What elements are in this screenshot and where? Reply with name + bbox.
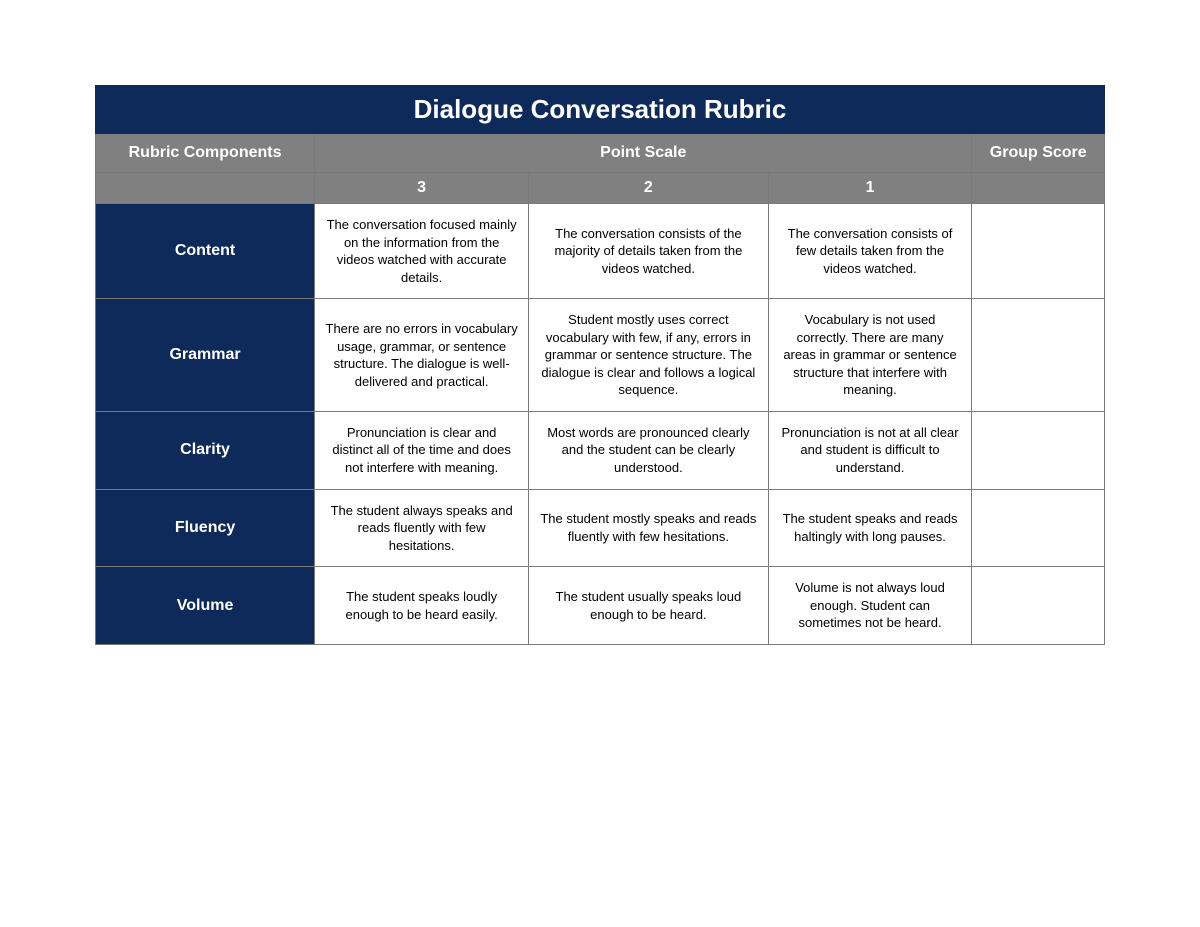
rubric-title: Dialogue Conversation Rubric: [96, 86, 1105, 134]
scale-label-1: 1: [768, 173, 972, 204]
grammar-scale1: Vocabulary is not used correctly. There …: [768, 299, 972, 412]
scale-label-3: 3: [315, 173, 529, 204]
clarity-score[interactable]: [972, 411, 1105, 489]
grammar-score[interactable]: [972, 299, 1105, 412]
fluency-score[interactable]: [972, 489, 1105, 567]
content-scale1: The conversation consists of few details…: [768, 204, 972, 299]
content-scale2: The conversation consists of the majorit…: [529, 204, 768, 299]
clarity-scale3: Pronunciation is clear and distinct all …: [315, 411, 529, 489]
clarity-scale2: Most words are pronounced clearly and th…: [529, 411, 768, 489]
component-content: Content: [96, 204, 315, 299]
scale-label-2: 2: [529, 173, 768, 204]
volume-scale3: The student speaks loudly enough to be h…: [315, 567, 529, 645]
header-components: Rubric Components: [96, 134, 315, 173]
volume-scale1: Volume is not always loud enough. Studen…: [768, 567, 972, 645]
scale-row: 3 2 1: [96, 173, 1105, 204]
rubric-table: Dialogue Conversation Rubric Rubric Comp…: [95, 85, 1105, 645]
scale-blank-left: [96, 173, 315, 204]
clarity-scale1: Pronunciation is not at all clear and st…: [768, 411, 972, 489]
grammar-scale3: There are no errors in vocabulary usage,…: [315, 299, 529, 412]
header-point-scale: Point Scale: [315, 134, 972, 173]
table-row: Volume The student speaks loudly enough …: [96, 567, 1105, 645]
scale-blank-right: [972, 173, 1105, 204]
fluency-scale1: The student speaks and reads haltingly w…: [768, 489, 972, 567]
header-group-score: Group Score: [972, 134, 1105, 173]
table-row: Content The conversation focused mainly …: [96, 204, 1105, 299]
table-row: Grammar There are no errors in vocabular…: [96, 299, 1105, 412]
volume-scale2: The student usually speaks loud enough t…: [529, 567, 768, 645]
table-row: Fluency The student always speaks and re…: [96, 489, 1105, 567]
fluency-scale3: The student always speaks and reads flue…: [315, 489, 529, 567]
header-row: Rubric Components Point Scale Group Scor…: [96, 134, 1105, 173]
content-scale3: The conversation focused mainly on the i…: [315, 204, 529, 299]
component-grammar: Grammar: [96, 299, 315, 412]
component-clarity: Clarity: [96, 411, 315, 489]
table-row: Clarity Pronunciation is clear and disti…: [96, 411, 1105, 489]
component-fluency: Fluency: [96, 489, 315, 567]
component-volume: Volume: [96, 567, 315, 645]
fluency-scale2: The student mostly speaks and reads flue…: [529, 489, 768, 567]
content-score[interactable]: [972, 204, 1105, 299]
grammar-scale2: Student mostly uses correct vocabulary w…: [529, 299, 768, 412]
volume-score[interactable]: [972, 567, 1105, 645]
title-row: Dialogue Conversation Rubric: [96, 86, 1105, 134]
